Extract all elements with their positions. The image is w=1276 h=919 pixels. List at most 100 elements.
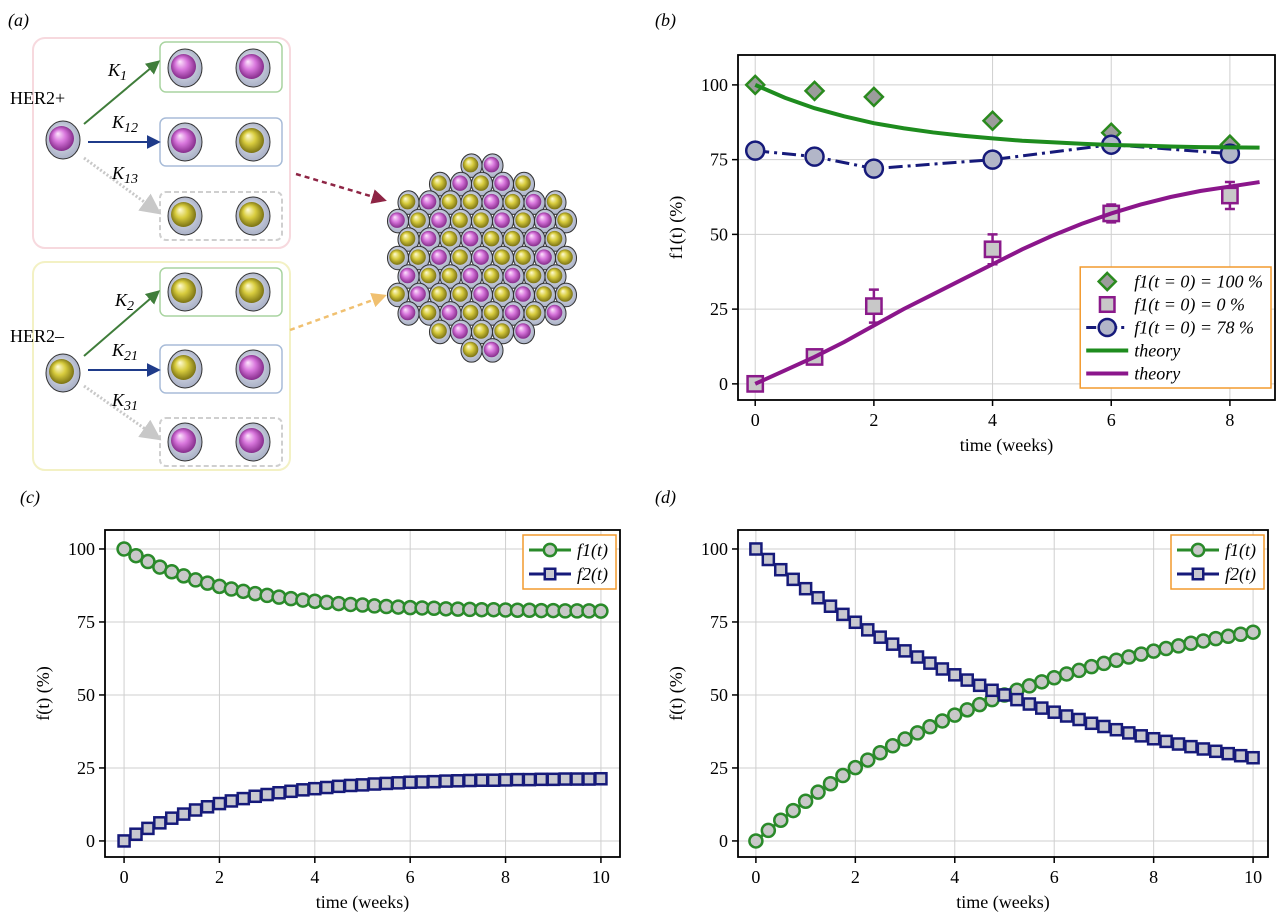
cell-nucleus — [473, 286, 489, 302]
marker — [774, 814, 787, 827]
cell-nucleus — [484, 194, 500, 210]
x-tick-label: 4 — [950, 867, 959, 887]
panel-label: (a) — [8, 10, 29, 31]
cell-nucleus — [463, 268, 479, 284]
marker — [1086, 718, 1097, 729]
marker — [1073, 664, 1086, 677]
legend: f1(t)f2(t) — [523, 535, 616, 589]
cell — [236, 423, 270, 461]
marker — [775, 564, 786, 575]
marker — [886, 739, 899, 752]
cell-nucleus — [484, 157, 500, 173]
cell-nucleus — [484, 268, 500, 284]
y-tick-label: 0 — [86, 831, 95, 851]
marker — [548, 774, 559, 785]
cell-nucleus — [526, 231, 542, 247]
cell-nucleus — [452, 249, 468, 265]
cell-nucleus — [49, 359, 74, 384]
marker — [357, 779, 368, 790]
marker — [865, 160, 883, 178]
cell-nucleus — [505, 305, 521, 321]
cell — [398, 302, 419, 326]
marker — [1192, 544, 1204, 556]
marker — [297, 784, 308, 795]
cell-nucleus — [239, 278, 264, 303]
marker — [1049, 707, 1060, 718]
marker — [1172, 639, 1185, 652]
marker — [583, 774, 594, 785]
cell-nucleus — [547, 194, 563, 210]
cell-nucleus — [171, 128, 196, 153]
marker — [1222, 188, 1237, 203]
marker — [862, 624, 873, 635]
marker — [345, 780, 356, 791]
legend: f1(t = 0) = 100 %f1(t = 0) = 0 %f1(t = 0… — [1080, 267, 1271, 388]
marker — [866, 298, 881, 313]
cell-nucleus — [494, 286, 510, 302]
x-tick-label: 4 — [310, 867, 319, 887]
cell — [168, 197, 202, 235]
cell-nucleus — [484, 342, 500, 358]
marker — [369, 778, 380, 789]
y-tick-label: 75 — [710, 150, 728, 170]
x-tick-label: 0 — [751, 867, 760, 887]
cell-nucleus — [515, 286, 531, 302]
marker — [1161, 736, 1172, 747]
marker — [405, 777, 416, 788]
arrow — [296, 174, 384, 200]
rate-label: K1 — [107, 60, 127, 84]
cell — [236, 350, 270, 388]
marker — [178, 809, 189, 820]
cell-nucleus — [557, 212, 573, 228]
panel-label: (d) — [655, 487, 676, 508]
x-tick-label: 6 — [1050, 867, 1059, 887]
marker — [1247, 626, 1260, 639]
cell-nucleus — [421, 305, 437, 321]
legend-label: theory — [1134, 364, 1180, 384]
cell-nucleus — [239, 54, 264, 79]
x-tick-label: 8 — [1225, 410, 1234, 430]
marker — [824, 777, 837, 790]
marker — [861, 754, 874, 767]
cell-nucleus — [473, 323, 489, 339]
marker — [1097, 657, 1110, 670]
rate-symbol: K — [107, 60, 121, 80]
marker — [393, 777, 404, 788]
marker — [500, 774, 511, 785]
x-tick-label: 2 — [851, 867, 860, 887]
marker — [837, 609, 848, 620]
marker — [1223, 748, 1234, 759]
y-axis-label: f(t) (%) — [33, 666, 54, 720]
marker — [1234, 628, 1247, 641]
cell-nucleus — [463, 194, 479, 210]
marker — [333, 781, 344, 792]
marker — [1048, 671, 1061, 684]
marker — [1036, 703, 1047, 714]
cell-nucleus — [547, 231, 563, 247]
cell-nucleus — [431, 286, 447, 302]
cell-nucleus — [389, 249, 405, 265]
marker — [899, 733, 912, 746]
marker — [999, 689, 1010, 700]
marker — [250, 791, 261, 802]
rate-symbol: K — [111, 112, 125, 132]
cell-nucleus — [473, 212, 489, 228]
cell-nucleus — [400, 268, 416, 284]
marker — [1222, 630, 1235, 643]
marker — [973, 698, 986, 711]
y-tick-label: 75 — [77, 612, 95, 632]
y-tick-label: 100 — [68, 539, 95, 559]
marker — [1184, 637, 1197, 650]
figure: (a) HER2+ HER2– K1 K12 K13 K2 K21 K31 (b… — [0, 0, 1276, 919]
rate-label: K31 — [111, 390, 138, 414]
marker — [984, 112, 1002, 130]
marker — [1061, 710, 1072, 721]
cell-nucleus — [463, 157, 479, 173]
y-tick-label: 100 — [701, 75, 728, 95]
source-label: HER2+ — [10, 88, 65, 108]
marker — [1011, 694, 1022, 705]
cell-nucleus — [452, 323, 468, 339]
marker — [214, 798, 225, 809]
cell-nucleus — [400, 305, 416, 321]
marker — [984, 151, 1002, 169]
